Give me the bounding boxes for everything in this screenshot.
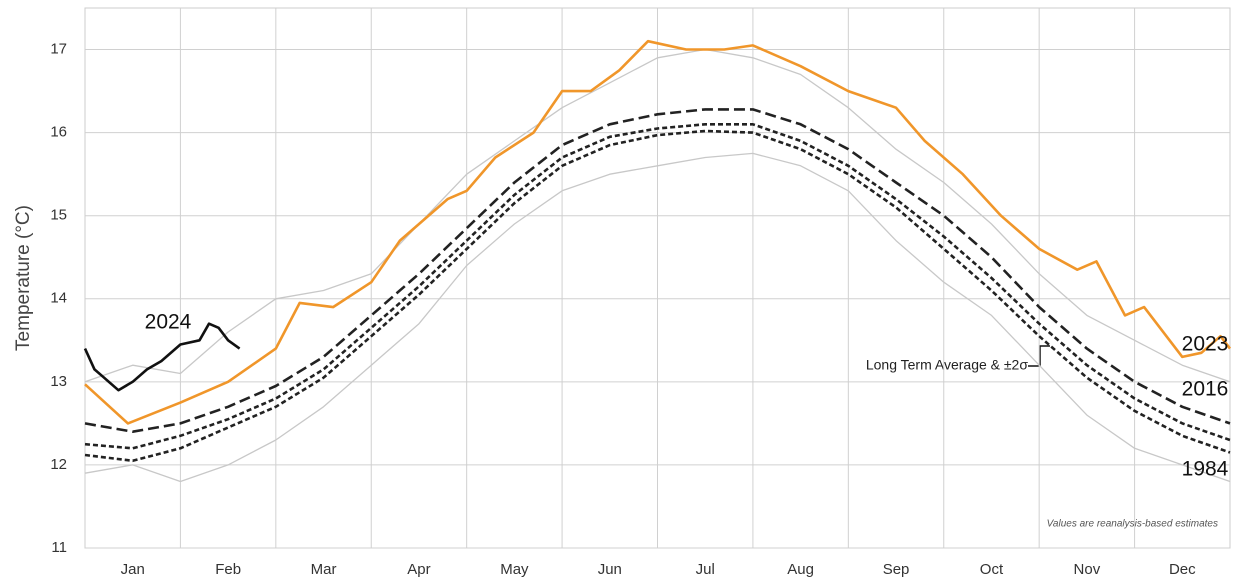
x-tick-label: May [500,561,529,578]
series-line [84,123,1231,450]
x-tick-label: Mar [311,561,337,578]
x-tick-label: Nov [1074,561,1101,578]
x-tick-label: Apr [407,561,430,578]
y-tick-label: 14 [50,290,67,307]
annotation: Long Term Average & ±2σ [866,357,1028,373]
x-tick-label: Feb [215,561,241,578]
x-tick-label: Aug [787,561,814,578]
series-line [84,129,1231,463]
x-tick-label: Jan [121,561,145,578]
y-tick-label: 17 [50,41,67,58]
y-tick-label: 15 [50,207,67,224]
series-line [84,152,1231,483]
series-label: 2023 [1182,333,1229,356]
x-tick-label: Jun [598,561,622,578]
series-label: 1984 [1182,458,1229,481]
y-tick-label: 11 [51,539,67,556]
series-line [83,322,241,392]
x-tick-label: Sep [883,561,910,578]
series-line [84,108,1231,433]
series-line [84,48,1231,383]
x-tick-label: Jul [696,561,715,578]
x-tick-label: Oct [980,561,1004,578]
series-label: 2016 [1182,378,1229,401]
series-label: 2024 [145,311,192,334]
y-tick-label: 12 [50,456,67,473]
x-tick-label: Dec [1169,561,1196,578]
series-line [84,39,1232,425]
y-tick-label: 13 [50,373,67,390]
bracket [1028,345,1050,367]
y-axis-title: Temperature (°C) [13,205,34,351]
annotation: Values are reanalysis-based estimates [1047,519,1218,530]
y-tick-label: 16 [50,124,67,141]
